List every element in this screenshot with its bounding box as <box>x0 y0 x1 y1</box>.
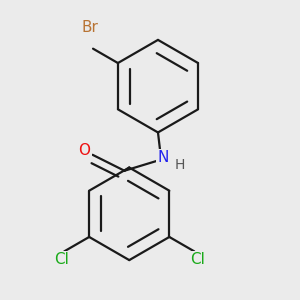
Text: Cl: Cl <box>54 252 68 267</box>
Text: H: H <box>175 158 185 172</box>
Text: N: N <box>157 151 169 166</box>
Text: Br: Br <box>82 20 98 34</box>
Text: O: O <box>79 142 91 158</box>
Text: Cl: Cl <box>190 252 205 267</box>
